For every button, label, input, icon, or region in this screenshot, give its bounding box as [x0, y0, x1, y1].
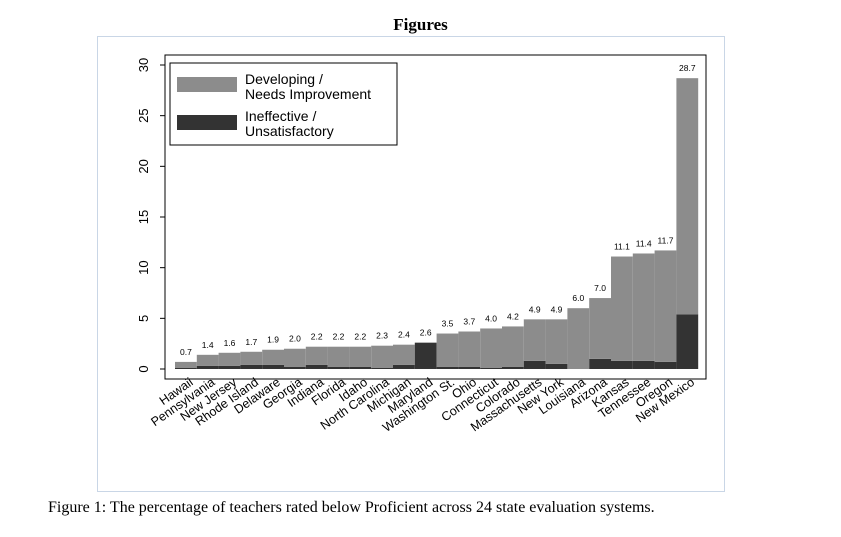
bar-ineffective-tennessee	[632, 360, 655, 369]
y-tick-label-15: 15	[136, 210, 151, 224]
bar-developing-florida	[327, 346, 350, 367]
bar-developing-ohio	[458, 331, 481, 367]
legend-label-developing: Developing /	[245, 71, 323, 87]
bar-developing-arizona	[589, 298, 611, 359]
y-tick-label-30: 30	[136, 58, 151, 72]
bar-ineffective-hawaii	[175, 367, 197, 369]
bar-developing-north-carolina	[371, 345, 393, 368]
bar-developing-tennessee	[632, 253, 655, 361]
value-label: 4.9	[529, 304, 541, 314]
bar-ineffective-new-york	[545, 363, 568, 369]
bar-ineffective-indiana	[305, 364, 328, 369]
y-tick-label-20: 20	[136, 159, 151, 173]
figure-caption: Figure 1: The percentage of teachers rat…	[48, 499, 655, 516]
bar-developing-connecticut	[480, 328, 502, 368]
value-label: 3.7	[463, 317, 475, 327]
bar-ineffective-rhode-island	[240, 364, 263, 369]
bar-developing-washington-st	[436, 333, 459, 367]
bar-developing-oregon	[654, 250, 677, 362]
y-tick-label-5: 5	[136, 315, 151, 322]
legend-swatch-developing	[177, 77, 237, 92]
bar-developing-rhode-island	[240, 351, 263, 365]
bar-ineffective-florida	[327, 366, 350, 369]
page-heading: Figures	[393, 15, 448, 34]
bar-developing-delaware	[262, 349, 284, 365]
legend-label-ineffective: Ineffective /	[245, 108, 316, 124]
value-label: 4.2	[507, 311, 519, 321]
bars	[175, 78, 699, 369]
value-label: 28.7	[679, 63, 696, 73]
value-label: 2.4	[398, 330, 410, 340]
value-label: 7.0	[594, 283, 606, 293]
bar-developing-new-york	[545, 319, 568, 364]
bar-ineffective-new-jersey	[218, 365, 241, 369]
bar-developing-colorado	[502, 326, 524, 367]
value-label: 1.7	[245, 337, 257, 347]
legend-swatch-ineffective	[177, 115, 237, 130]
bar-developing-new-jersey	[218, 352, 241, 366]
legend-label-developing: Needs Improvement	[245, 86, 371, 102]
bar-ineffective-massachusetts	[523, 360, 546, 369]
bar-ineffective-delaware	[262, 364, 284, 369]
value-label: 1.9	[267, 335, 279, 345]
value-label: 2.3	[376, 331, 388, 341]
bar-developing-indiana	[305, 346, 328, 365]
bar-ineffective-michigan	[393, 364, 415, 369]
bar-ineffective-ohio	[458, 366, 481, 369]
value-label: 2.2	[311, 332, 323, 342]
bar-ineffective-washington-st	[436, 366, 459, 369]
bar-ineffective-maryland	[414, 342, 437, 369]
value-label: 2.2	[354, 332, 366, 342]
bar-ineffective-new-mexico	[676, 314, 699, 369]
bar-ineffective-arizona	[589, 358, 611, 369]
bar-ineffective-georgia	[284, 366, 306, 369]
value-label: 2.0	[289, 334, 301, 344]
bar-developing-new-mexico	[676, 78, 699, 315]
legend: Developing /Needs Improvement Ineffective…	[169, 62, 398, 146]
bar-ineffective-north-carolina	[371, 367, 393, 369]
bar-developing-louisiana	[567, 308, 590, 369]
figure-frame	[97, 36, 725, 492]
y-tick-label-0: 0	[136, 365, 151, 372]
y-axis: 0 5 10 15 20 25 30	[136, 58, 165, 373]
value-label: 11.4	[636, 238, 652, 248]
value-labels: 0.7 1.4 1.6 1.7 1.9 2.0 2.2 2.2 2.2 2.3 2.4 2.6 3.5 3…	[180, 63, 696, 357]
value-label: 11.7	[658, 235, 674, 245]
legend-label-ineffective: Unsatisfactory	[245, 123, 334, 139]
value-label: 4.0	[485, 313, 497, 323]
y-tick-label-10: 10	[136, 260, 151, 274]
bar-ineffective-connecticut	[480, 367, 502, 369]
value-label: 1.4	[202, 340, 214, 350]
bar-developing-pennsylvania	[196, 354, 219, 366]
bar-developing-kansas	[611, 256, 633, 361]
bar-developing-idaho	[349, 346, 372, 367]
value-label: 4.9	[551, 304, 563, 314]
y-tick-label-25: 25	[136, 108, 151, 122]
bar-developing-michigan	[393, 344, 415, 365]
bar-developing-georgia	[284, 348, 306, 367]
bar-ineffective-colorado	[502, 366, 524, 369]
bar-ineffective-kansas	[611, 360, 633, 369]
bar-ineffective-idaho	[349, 366, 372, 369]
value-label: 11.1	[614, 242, 630, 252]
value-label: 3.5	[442, 319, 454, 329]
legend-box	[169, 62, 398, 146]
bar-developing-massachusetts	[523, 319, 546, 361]
bar-ineffective-pennsylvania	[196, 365, 219, 369]
value-label: 1.6	[224, 338, 236, 348]
bar-developing-hawaii	[175, 361, 197, 368]
value-label: 2.2	[333, 332, 345, 342]
value-label: 2.6	[420, 328, 432, 338]
value-label: 6.0	[572, 293, 584, 303]
bar-ineffective-oregon	[654, 361, 677, 369]
value-label: 0.7	[180, 347, 192, 357]
